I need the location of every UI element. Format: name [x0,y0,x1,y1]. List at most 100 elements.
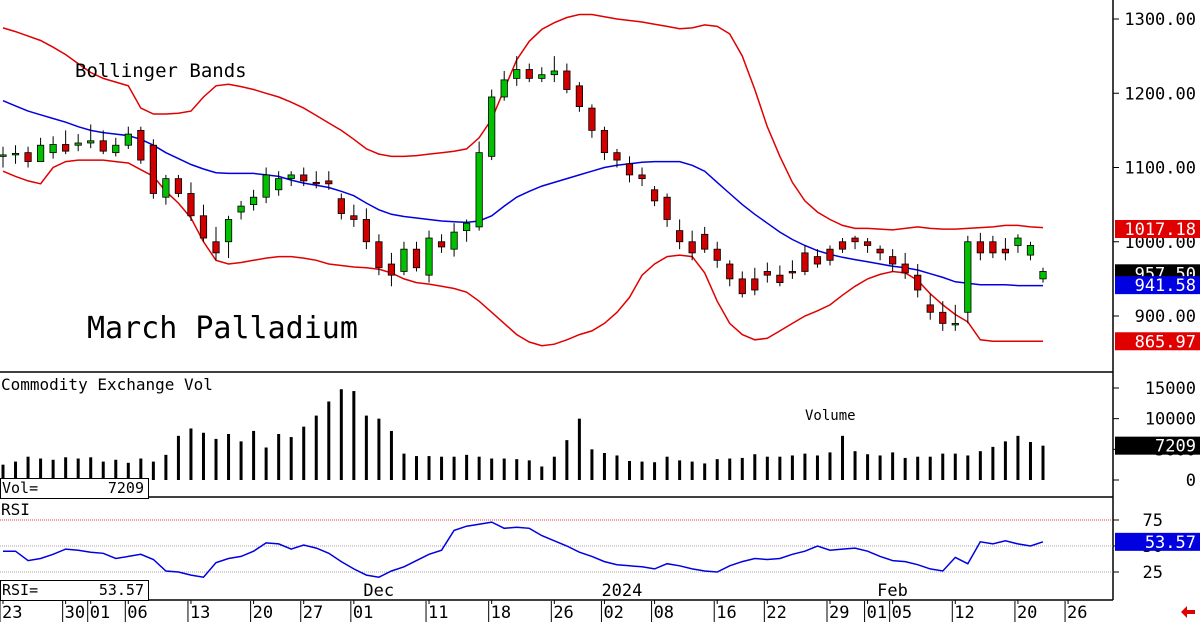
candle [513,56,521,86]
candle [124,126,132,149]
volume-bar [1028,441,1032,480]
volume-bar [252,430,256,480]
volume-bar [565,440,569,480]
candle-body [11,152,20,156]
volume-bar [452,456,456,480]
volume-bar [640,461,644,480]
candle [751,267,759,296]
date-tick-label: 01 [90,603,110,622]
volume-bar [151,461,155,480]
candle [463,219,471,242]
price-label-text: 1017.18 [1124,220,1196,240]
candle [287,171,295,187]
volume-bar [815,455,819,480]
candle [237,200,245,220]
candle-body [650,189,659,202]
candle [563,63,571,94]
candle-body [36,144,45,162]
volume-bar [51,459,55,480]
candle-body [538,74,546,79]
price-label-box [1115,276,1200,295]
candle [788,260,796,279]
candle-body [788,271,796,274]
volume-bars [1,389,1045,480]
left-arrow-icon[interactable] [1181,603,1195,618]
candle [701,226,709,253]
price-label-text: 941.58 [1135,276,1196,296]
candle-body [162,178,170,198]
volume-axis: 1500010000500007209 [1113,379,1200,491]
candle-body [1001,248,1010,254]
candle [300,167,308,187]
candle-body [24,152,32,162]
price-tick-label: 1200.00 [1124,84,1196,104]
candle-body [362,219,370,243]
candle [588,104,596,138]
volume-bar [139,458,143,480]
rsi-readout-value: 53.57 [98,581,144,599]
volume-bar [552,456,556,480]
volume-bar [14,461,18,480]
candle-body [726,263,734,280]
candle-body [751,278,759,291]
price-label-box [1115,332,1200,351]
volume-pane-title: Commodity Exchange Vol [1,375,213,394]
candle [939,301,947,331]
candle-body [74,142,82,146]
candle-body [475,152,483,228]
candle-body [350,215,358,220]
rsi-tick-label: 25 [1143,563,1163,583]
candle [425,230,433,283]
candle-body [375,241,383,269]
candle-body [838,241,847,250]
date-tick-label: 18 [491,603,511,622]
volume-bar [765,456,769,480]
volume-bar [465,454,469,480]
candle [976,232,984,261]
candle [989,235,997,259]
bollinger-middle-line [2,100,1043,287]
volume-bar [665,456,669,480]
candle [838,238,847,253]
candle-body [550,70,558,76]
candle-body [437,241,446,248]
candle [375,234,383,276]
volume-bar [314,415,318,480]
candle [187,182,195,221]
price-label-box [1115,219,1200,238]
candle [262,167,270,204]
candle [475,141,483,231]
volume-bar [201,432,205,480]
candle-body [613,152,621,161]
date-tick-label: 05 [892,603,912,622]
candle [889,249,897,272]
candle-body [412,248,421,269]
volume-bar [126,462,130,480]
candle-body [325,180,333,185]
candle [62,130,70,155]
candle [362,208,370,250]
volume-bar [214,438,218,480]
volume-bar [176,435,180,480]
candle [387,252,396,287]
candle [162,174,170,205]
volume-bar [227,434,231,480]
candle-body [425,237,433,276]
candle-body [137,129,145,161]
volume-bar [966,455,970,480]
candle-body [525,69,533,79]
date-tick-label: 20 [253,603,273,622]
candle-body [563,70,571,90]
candle [337,193,345,220]
candle [174,174,183,198]
candle [613,148,621,168]
volume-bar [339,389,343,480]
candle [713,241,721,268]
volume-bar [753,454,757,480]
candle-body [989,241,997,254]
candle [1039,267,1047,283]
candle [312,171,320,189]
candle [500,70,508,101]
candle [199,204,208,242]
